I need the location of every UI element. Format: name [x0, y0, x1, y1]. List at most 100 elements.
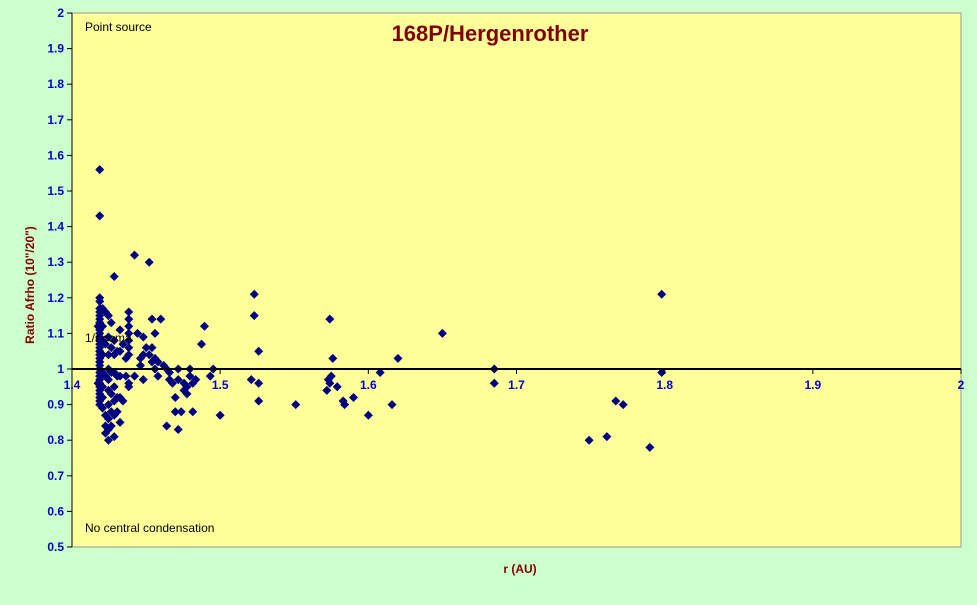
data-point: [124, 350, 134, 360]
data-point: [618, 400, 628, 410]
data-point: [645, 442, 655, 452]
data-point: [144, 257, 154, 267]
plot-area: [71, 12, 962, 548]
data-point: [115, 371, 125, 381]
y-tick-label: 0.7: [47, 469, 64, 483]
data-point: [124, 343, 134, 353]
y-tick-label: 0.6: [47, 504, 64, 518]
data-point: [98, 403, 108, 413]
data-point: [167, 378, 177, 388]
data-point: [173, 375, 183, 385]
data-point: [325, 314, 335, 324]
data-point: [124, 314, 134, 324]
data-point: [95, 165, 105, 175]
data-point: [332, 382, 342, 392]
data-point: [584, 435, 594, 445]
data-point: [657, 368, 667, 378]
data-point: [109, 432, 119, 442]
data-point: [98, 392, 108, 402]
x-tick-label: 2: [958, 378, 965, 392]
data-point: [254, 378, 264, 388]
data-point: [185, 371, 195, 381]
data-point: [121, 371, 131, 381]
x-tick-label: 1.7: [508, 378, 525, 392]
data-point: [144, 350, 154, 360]
data-point: [489, 378, 499, 388]
data-point: [170, 392, 180, 402]
data-point: [103, 400, 113, 410]
data-point: [138, 350, 148, 360]
data-point: [118, 396, 128, 406]
data-point: [112, 407, 122, 417]
x-tick-label: 1.9: [804, 378, 821, 392]
data-point: [103, 311, 113, 321]
x-tick-label: 1.4: [64, 378, 81, 392]
y-tick-label: 1.4: [47, 220, 64, 234]
data-point: [322, 385, 332, 395]
y-tick-label: 0.9: [47, 398, 64, 412]
y-tick-label: 1.5: [47, 184, 64, 198]
data-point: [249, 289, 259, 299]
data-point: [95, 211, 105, 221]
data-point: [115, 346, 125, 356]
data-point: [98, 382, 108, 392]
data-point: [170, 407, 180, 417]
data-point: [387, 400, 397, 410]
x-tick-label: 1.8: [656, 378, 673, 392]
data-point: [173, 425, 183, 435]
data-point: [325, 378, 335, 388]
data-point: [100, 339, 110, 349]
data-point: [103, 414, 113, 424]
data-point: [147, 314, 157, 324]
y-tick-label: 1.6: [47, 148, 64, 162]
data-point: [98, 321, 108, 331]
data-point: [103, 375, 113, 385]
data-point: [191, 375, 201, 385]
data-point: [657, 289, 667, 299]
y-tick-label: 1: [57, 362, 64, 376]
data-point: [109, 336, 119, 346]
data-point: [124, 382, 134, 392]
data-point: [164, 368, 174, 378]
data-point: [124, 336, 134, 346]
data-point: [115, 325, 125, 335]
data-point: [291, 400, 301, 410]
data-point: [326, 371, 336, 381]
data-point: [106, 421, 116, 431]
y-tick-label: 0.5: [47, 540, 64, 554]
data-point: [138, 332, 148, 342]
data-point: [138, 375, 148, 385]
data-point: [95, 296, 105, 306]
data-point: [109, 271, 119, 281]
data-point: [106, 343, 116, 353]
annotation-no-central-condensation: No central condensation: [85, 521, 214, 535]
chart-title: 168P/Hergenrother: [392, 21, 589, 46]
y-tick-label: 1.3: [47, 255, 64, 269]
data-point: [132, 328, 142, 338]
data-point: [95, 357, 105, 367]
y-tick-label: 1.9: [47, 42, 64, 56]
data-point: [106, 318, 116, 328]
x-axis-label: r (AU): [503, 562, 536, 576]
data-point: [124, 307, 134, 317]
data-point: [199, 321, 209, 331]
annotation-point-source: Point source: [85, 20, 152, 34]
data-point: [205, 371, 215, 381]
data-point: [188, 407, 198, 417]
data-point: [124, 328, 134, 338]
data-point: [156, 314, 166, 324]
data-point: [363, 410, 373, 420]
y-tick-label: 1.7: [47, 113, 64, 127]
data-point: [153, 371, 163, 381]
data-point: [254, 396, 264, 406]
data-point: [103, 350, 113, 360]
data-point: [115, 417, 125, 427]
data-point: [196, 339, 206, 349]
y-tick-label: 2: [57, 6, 64, 20]
data-point: [349, 392, 359, 402]
data-point: [602, 432, 612, 442]
data-point: [611, 396, 621, 406]
data-point: [118, 339, 128, 349]
